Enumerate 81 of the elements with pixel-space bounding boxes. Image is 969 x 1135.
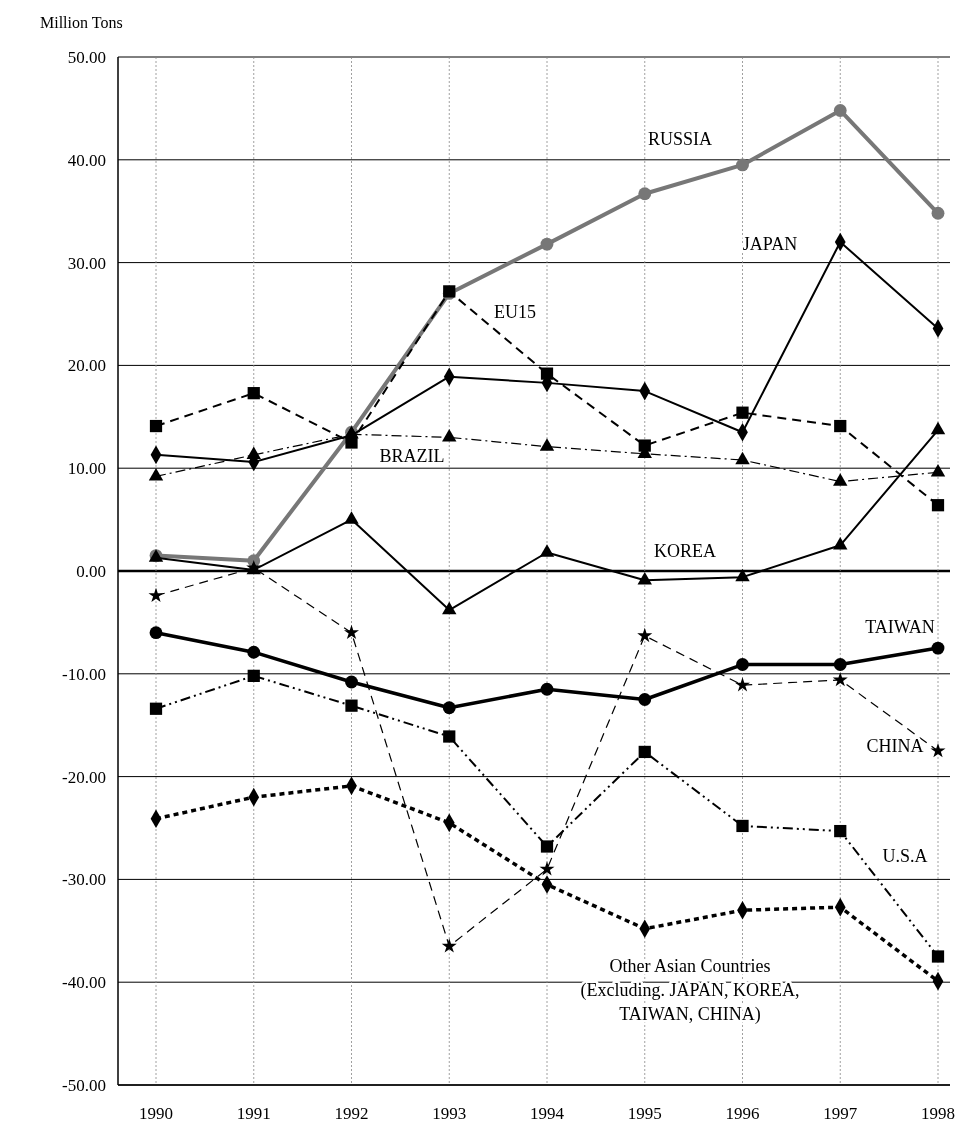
point bbox=[148, 587, 164, 603]
point bbox=[442, 429, 457, 442]
point bbox=[637, 627, 653, 643]
series-label: RUSSIA bbox=[647, 129, 713, 149]
point bbox=[343, 624, 360, 640]
y-tick-label: 0.00 bbox=[76, 561, 106, 581]
series-label: U.S.A bbox=[882, 846, 928, 866]
point bbox=[149, 702, 163, 715]
y-tick-label: 30.00 bbox=[67, 253, 106, 273]
point bbox=[734, 677, 751, 692]
point bbox=[931, 641, 945, 655]
point bbox=[247, 387, 260, 400]
point bbox=[833, 658, 847, 671]
y-tick-label: 20.00 bbox=[67, 356, 106, 376]
point bbox=[735, 568, 750, 582]
point bbox=[736, 819, 749, 833]
y-tick-label: -20.00 bbox=[62, 767, 106, 787]
x-tick-label: 1993 bbox=[432, 1104, 467, 1123]
point bbox=[833, 104, 847, 117]
point bbox=[834, 824, 847, 838]
series-label: KOREA bbox=[654, 541, 716, 561]
point bbox=[638, 745, 651, 759]
x-tick-label: 1998 bbox=[921, 1104, 955, 1123]
point bbox=[540, 682, 554, 696]
series-label: CHINA bbox=[866, 736, 924, 756]
point bbox=[637, 571, 652, 585]
point bbox=[930, 463, 946, 477]
point bbox=[246, 446, 261, 459]
point bbox=[442, 701, 456, 715]
point bbox=[539, 438, 555, 451]
y-axis-title: Million Tons bbox=[40, 14, 123, 31]
y-tick-label: 50.00 bbox=[67, 47, 106, 67]
point bbox=[736, 406, 749, 419]
point bbox=[540, 237, 554, 251]
point bbox=[930, 743, 946, 758]
point bbox=[931, 499, 945, 512]
point bbox=[345, 675, 358, 689]
point bbox=[540, 840, 554, 853]
point bbox=[832, 672, 848, 687]
point bbox=[834, 419, 847, 433]
y-tick-label: 40.00 bbox=[67, 150, 106, 170]
series-label: BRAZIL bbox=[379, 446, 445, 466]
point bbox=[833, 536, 848, 550]
x-tick-label: 1990 bbox=[139, 1104, 173, 1123]
point bbox=[930, 421, 946, 435]
point bbox=[443, 730, 456, 743]
x-tick-label: 1995 bbox=[627, 1104, 662, 1123]
text: Other Asian Countries (Excluding. JAPAN, KOREA, TAIWAN, CHINA) bbox=[580, 956, 800, 1025]
point bbox=[736, 158, 749, 172]
point bbox=[540, 367, 554, 380]
point bbox=[345, 699, 358, 712]
point bbox=[149, 419, 163, 433]
y-tick-label: 10.00 bbox=[67, 459, 106, 479]
point bbox=[539, 544, 555, 557]
point bbox=[441, 938, 457, 953]
x-tick-label: 1997 bbox=[823, 1104, 858, 1123]
y-tick-label: -30.00 bbox=[62, 870, 106, 890]
point bbox=[247, 645, 261, 659]
point bbox=[149, 626, 163, 640]
y-tick-label: -50.00 bbox=[62, 1075, 106, 1095]
series-label: EU15 bbox=[494, 302, 536, 322]
series-label: JAPAN bbox=[742, 234, 798, 254]
point bbox=[931, 950, 945, 963]
point bbox=[931, 206, 945, 220]
point bbox=[344, 511, 359, 524]
point bbox=[442, 601, 457, 615]
x-tick-label: 1996 bbox=[725, 1104, 760, 1123]
point bbox=[638, 187, 652, 201]
point bbox=[735, 451, 750, 465]
x-tick-label: 1992 bbox=[334, 1104, 369, 1123]
point bbox=[638, 693, 652, 706]
point bbox=[247, 669, 260, 682]
x-tick-label: 1994 bbox=[530, 1104, 565, 1123]
point bbox=[736, 658, 749, 671]
x-tick-label: 1991 bbox=[236, 1104, 271, 1123]
point bbox=[539, 861, 555, 876]
point bbox=[148, 468, 164, 481]
y-tick-label: -40.00 bbox=[62, 973, 106, 993]
point bbox=[833, 473, 848, 486]
y-tick-label: -10.00 bbox=[62, 664, 106, 684]
series-label: TAIWAN bbox=[865, 617, 935, 637]
